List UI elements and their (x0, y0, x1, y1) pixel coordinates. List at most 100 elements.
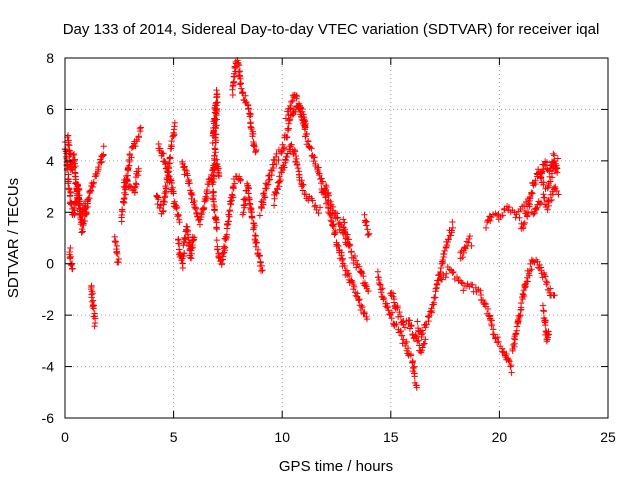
data-point (165, 173, 173, 180)
data-point (494, 333, 501, 341)
data-point (350, 283, 358, 290)
data-point (322, 194, 330, 201)
data-point (200, 205, 208, 212)
data-point (71, 207, 78, 214)
data-point (285, 125, 292, 132)
data-point (155, 140, 162, 148)
data-point (495, 338, 502, 345)
data-point (520, 291, 527, 298)
data-point (511, 340, 518, 347)
data-point (162, 182, 169, 190)
data-point (259, 199, 267, 206)
data-point (341, 262, 348, 270)
data-point (258, 262, 266, 270)
data-point (365, 287, 372, 295)
data-point (286, 116, 294, 123)
data-point (308, 145, 315, 152)
data-point (341, 219, 348, 226)
data-point (541, 194, 548, 202)
data-point (78, 229, 85, 236)
data-point (176, 218, 183, 226)
data-point (408, 322, 415, 329)
x-tick-label: 15 (383, 429, 399, 445)
data-point (174, 211, 182, 218)
data-point (168, 137, 175, 145)
data-point (209, 179, 216, 186)
data-point (67, 189, 74, 197)
series-layer (61, 57, 562, 391)
data-point (442, 274, 449, 281)
data-point (134, 172, 142, 179)
data-point (523, 212, 531, 219)
data-point (287, 142, 294, 150)
data-point (516, 312, 523, 320)
data-point (246, 200, 254, 207)
data-point (543, 159, 551, 166)
y-tick-label: 4 (46, 153, 54, 169)
data-point (302, 191, 310, 198)
data-point (167, 176, 174, 183)
data-point (126, 150, 133, 158)
data-point (241, 204, 248, 211)
data-point (400, 336, 407, 343)
data-point (167, 154, 174, 161)
data-point (261, 192, 268, 200)
data-point (553, 187, 561, 195)
data-point (121, 195, 128, 202)
data-point (223, 231, 231, 238)
data-point (212, 125, 220, 132)
data-point (257, 258, 264, 265)
data-point (243, 98, 250, 106)
data-point (306, 144, 314, 151)
data-point (276, 178, 283, 185)
data-point (311, 153, 318, 161)
data-point (330, 223, 337, 230)
y-tick-label: -4 (42, 359, 55, 375)
data-point (135, 133, 142, 141)
data-point (346, 241, 353, 248)
data-point (458, 279, 465, 286)
data-point (171, 119, 179, 127)
data-point (540, 308, 548, 315)
data-point (352, 257, 360, 264)
data-point (511, 336, 519, 343)
data-point (384, 302, 391, 310)
data-point (345, 270, 352, 277)
data-point (340, 216, 347, 223)
data-point (190, 234, 198, 241)
data-point (394, 304, 401, 312)
data-point (87, 187, 95, 195)
data-point (507, 361, 515, 369)
data-point (65, 142, 73, 149)
data-point (547, 178, 554, 185)
data-point (466, 232, 474, 240)
data-point (549, 191, 557, 198)
data-point (543, 338, 550, 345)
data-point (277, 176, 284, 184)
data-point (316, 204, 324, 211)
data-point (519, 223, 527, 231)
data-point (341, 226, 349, 233)
data-point (447, 232, 454, 239)
data-point (264, 181, 272, 188)
data-point (392, 304, 400, 311)
data-point (326, 210, 333, 217)
data-point (344, 231, 351, 238)
data-point (365, 231, 372, 238)
data-point (263, 185, 270, 192)
data-point (230, 185, 237, 192)
data-point (160, 197, 167, 205)
data-point (298, 176, 305, 184)
data-point (160, 150, 167, 157)
data-point (235, 62, 243, 69)
data-point (334, 214, 341, 222)
data-point (338, 252, 345, 259)
data-point (464, 280, 471, 288)
data-point (357, 269, 365, 276)
data-point (385, 307, 392, 314)
data-point (298, 116, 306, 124)
data-point (554, 155, 562, 162)
data-point (74, 188, 81, 195)
data-point (437, 275, 445, 283)
data-point (214, 245, 221, 253)
